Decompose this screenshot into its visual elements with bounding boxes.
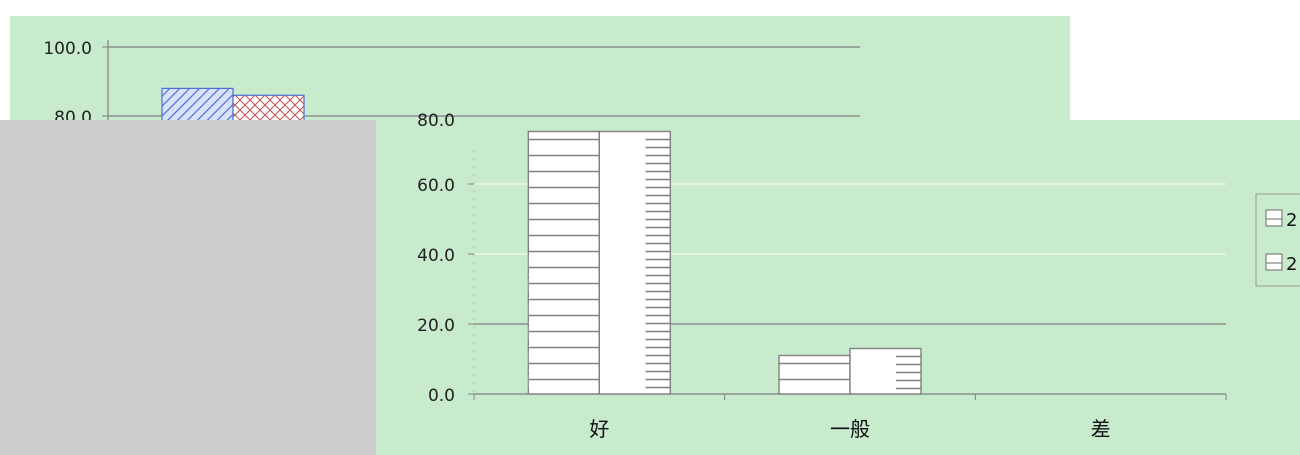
top-cutoff-strip (0, 0, 1300, 14)
front-bar-series-1 (849, 347, 922, 395)
gray-panel (0, 120, 376, 455)
front-bar-series-0 (778, 354, 851, 395)
front-category-label: 好 (589, 417, 609, 441)
front-ytick-label: 0.0 (428, 386, 455, 406)
front-category-label: 一般 (830, 417, 870, 441)
back-ytick-label: 100.0 (43, 39, 92, 59)
legend-label-1: 2 (1286, 254, 1297, 275)
front-ytick-label: 60.0 (417, 176, 455, 196)
front-category-label: 差 (1091, 417, 1111, 441)
front-ytick-label-cut: 80.0 (417, 111, 455, 131)
front-ytick-label: 20.0 (417, 316, 455, 336)
front-chart-area (376, 120, 1300, 455)
front-bar-series-1 (598, 130, 672, 395)
legend-box (1255, 193, 1300, 287)
front-chart-plot: 0.0 20.0 40.0 60.0 80.0 好 一般 差 (417, 111, 1227, 441)
front-ytick-label: 40.0 (417, 246, 455, 266)
legend-label-0: 2 (1286, 210, 1297, 231)
legend-swatch-1 (1265, 253, 1283, 271)
chart-legend: 22 (1255, 193, 1300, 287)
legend-swatch-0 (1265, 209, 1283, 227)
